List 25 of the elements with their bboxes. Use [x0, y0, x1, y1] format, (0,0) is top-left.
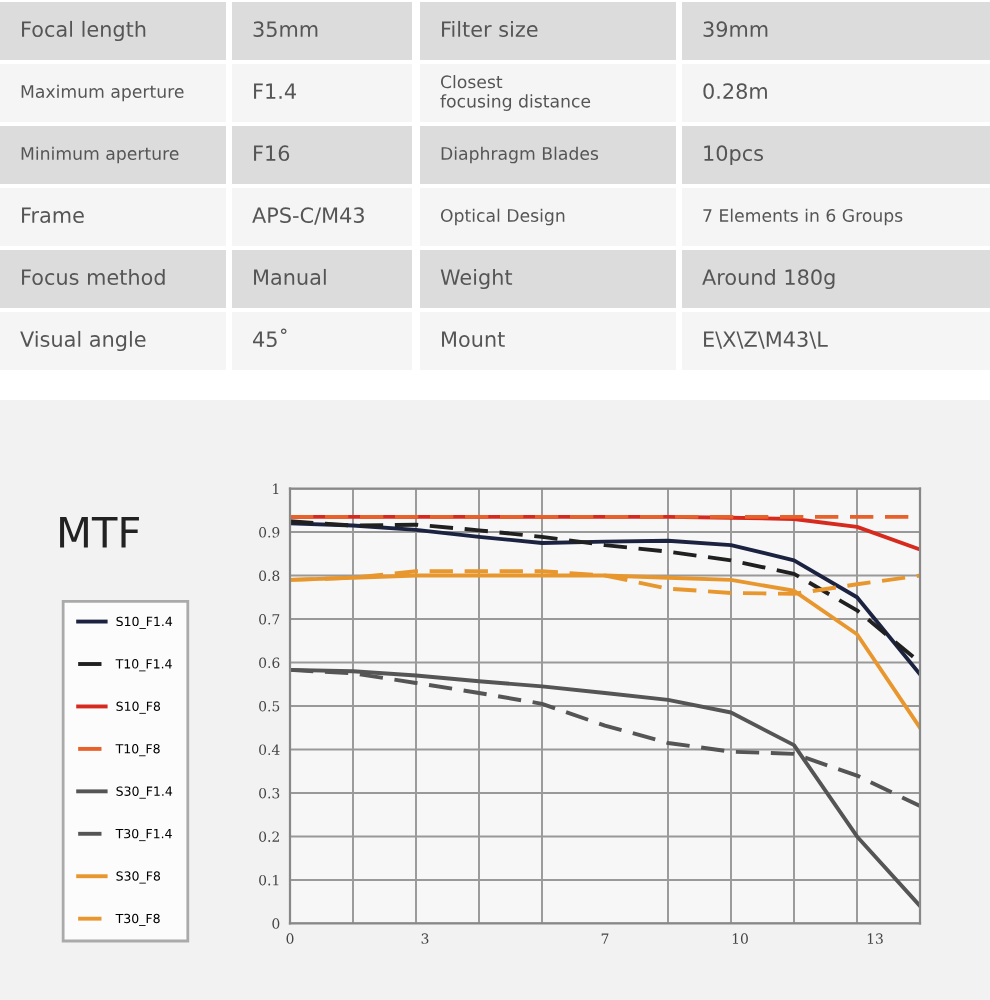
text: F1.4	[254, 83, 296, 99]
text: Weight	[440, 268, 513, 290]
text: Frame	[22, 207, 84, 224]
text: E\X\Z\M43\L	[704, 331, 828, 349]
text: 35mm	[253, 21, 318, 38]
text: Visual angle	[20, 330, 146, 352]
text: Optical Design	[440, 208, 565, 226]
text: Filter size	[442, 20, 538, 38]
text: 39mm	[703, 21, 768, 38]
text: Focus method	[22, 268, 165, 286]
text: 0.28m	[703, 83, 767, 100]
text: Manual	[254, 268, 326, 286]
text: 45˚	[253, 328, 287, 348]
text: Maximum aperture	[21, 84, 184, 102]
text: Focal length	[22, 20, 146, 42]
text: 10pcs	[704, 145, 764, 166]
text: F16	[254, 145, 290, 162]
text: Closest focusing distance	[440, 75, 591, 111]
text: 7 Elements in 6 Groups	[703, 208, 903, 226]
text: APS-C/M43	[252, 207, 364, 225]
text: Minimum aperture	[21, 146, 179, 164]
text: MTF	[60, 517, 139, 548]
text: Around 180g	[702, 268, 835, 290]
text: Diaphragm Blades	[441, 146, 599, 164]
text: Mount	[442, 331, 505, 348]
